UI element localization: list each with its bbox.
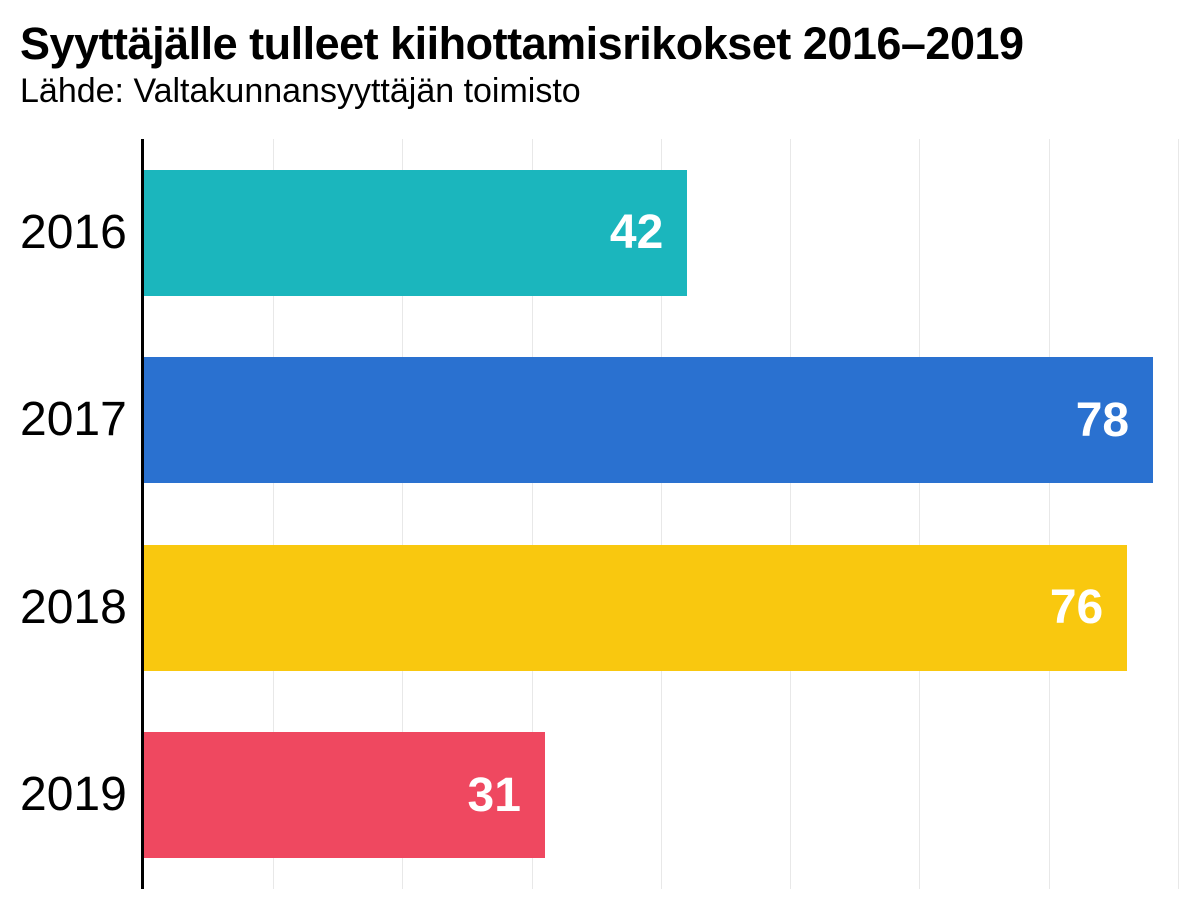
chart-area: 2016 2017 2018 2019 42 78 76 31 (20, 139, 1179, 889)
chart-title: Syyttäjälle tulleet kiihottamisrikokset … (20, 18, 1179, 70)
y-axis-label: 2016 (20, 170, 127, 296)
y-axis-label: 2018 (20, 545, 127, 671)
y-axis-label: 2019 (20, 732, 127, 858)
y-axis-label: 2017 (20, 357, 127, 483)
bar-row: 42 (144, 170, 1179, 296)
bar-row: 31 (144, 732, 1179, 858)
bar: 31 (144, 732, 545, 858)
bar-value-label: 76 (1050, 580, 1103, 635)
bar-value-label: 31 (468, 768, 521, 823)
bar-value-label: 42 (610, 205, 663, 260)
bar-value-label: 78 (1076, 393, 1129, 448)
chart-subtitle: Lähde: Valtakunnansyyttäjän toimisto (20, 72, 1179, 111)
bar: 42 (144, 170, 687, 296)
bar: 76 (144, 545, 1127, 671)
y-axis-labels: 2016 2017 2018 2019 (20, 139, 141, 889)
bars-container: 42 78 76 31 (144, 139, 1179, 889)
plot-area: 42 78 76 31 (141, 139, 1179, 889)
bar-row: 76 (144, 545, 1179, 671)
bar: 78 (144, 357, 1153, 483)
bar-row: 78 (144, 357, 1179, 483)
